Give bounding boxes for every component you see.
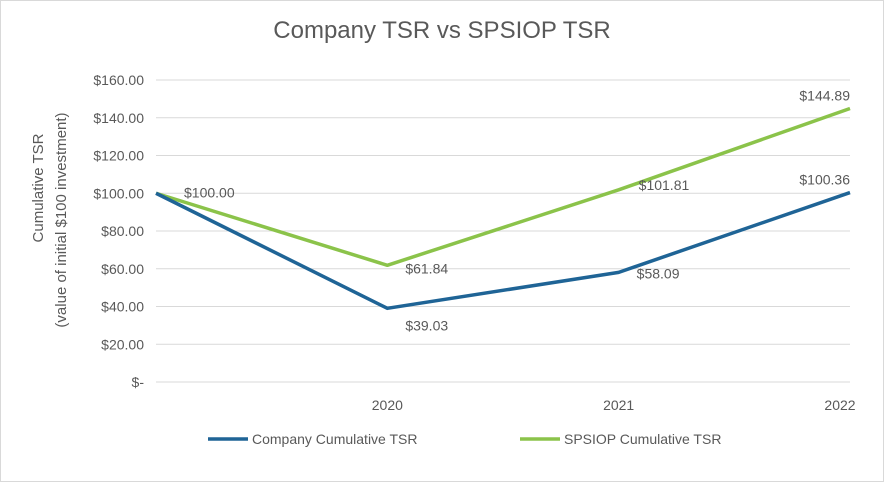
data-label-company-3: $100.36 bbox=[799, 172, 850, 188]
data-label-company-1: $39.03 bbox=[405, 317, 448, 333]
data-label-spsiop-1: $61.84 bbox=[405, 260, 448, 276]
y-axis-label: Cumulative TSR (value of initial $100 in… bbox=[30, 112, 70, 327]
y-tick-label: $- bbox=[132, 374, 145, 390]
legend: Company Cumulative TSR SPSIOP Cumulative … bbox=[208, 431, 721, 447]
y-tick-label: $160.00 bbox=[93, 72, 144, 88]
y-axis-label-sub: (value of initial $100 investment) bbox=[53, 112, 70, 327]
data-labels: $39.03 $58.09 $100.36 $100.00 $61.84 $101.81 $… bbox=[184, 88, 850, 334]
series-lines bbox=[155, 106, 851, 311]
legend-label-spsiop: SPSIOP Cumulative TSR bbox=[564, 431, 721, 447]
x-tick-label-2022: 2022 bbox=[824, 397, 855, 413]
data-label-company-2: $58.09 bbox=[637, 265, 680, 281]
data-label-spsiop-0: $100.00 bbox=[184, 184, 235, 200]
y-tick-label: $140.00 bbox=[93, 110, 144, 126]
series-line-company bbox=[155, 190, 851, 311]
data-label-spsiop-2: $101.81 bbox=[639, 177, 690, 193]
legend-label-company: Company Cumulative TSR bbox=[252, 431, 417, 447]
x-tick-label-2020: 2020 bbox=[372, 397, 403, 413]
y-tick-label: $60.00 bbox=[101, 261, 144, 277]
x-tick-label-2021: 2021 bbox=[603, 397, 634, 413]
series-line-spsiop bbox=[155, 106, 851, 268]
y-tick-labels: $- $20.00 $40.00 $60.00 $80.00 $100.00 $120.00… bbox=[93, 72, 144, 390]
data-label-spsiop-3: $144.89 bbox=[799, 88, 850, 104]
chart-title: Company TSR vs SPSIOP TSR bbox=[273, 17, 610, 44]
y-tick-label: $40.00 bbox=[101, 299, 144, 315]
y-tick-label: $100.00 bbox=[93, 185, 144, 201]
y-tick-label: $120.00 bbox=[93, 148, 144, 164]
x-tick-labels: 2020 2021 2022 bbox=[372, 397, 856, 413]
gridlines bbox=[156, 79, 850, 383]
y-axis-label-main: Cumulative TSR bbox=[30, 133, 47, 242]
y-tick-label: $20.00 bbox=[101, 336, 144, 352]
y-tick-label: $80.00 bbox=[101, 223, 144, 239]
